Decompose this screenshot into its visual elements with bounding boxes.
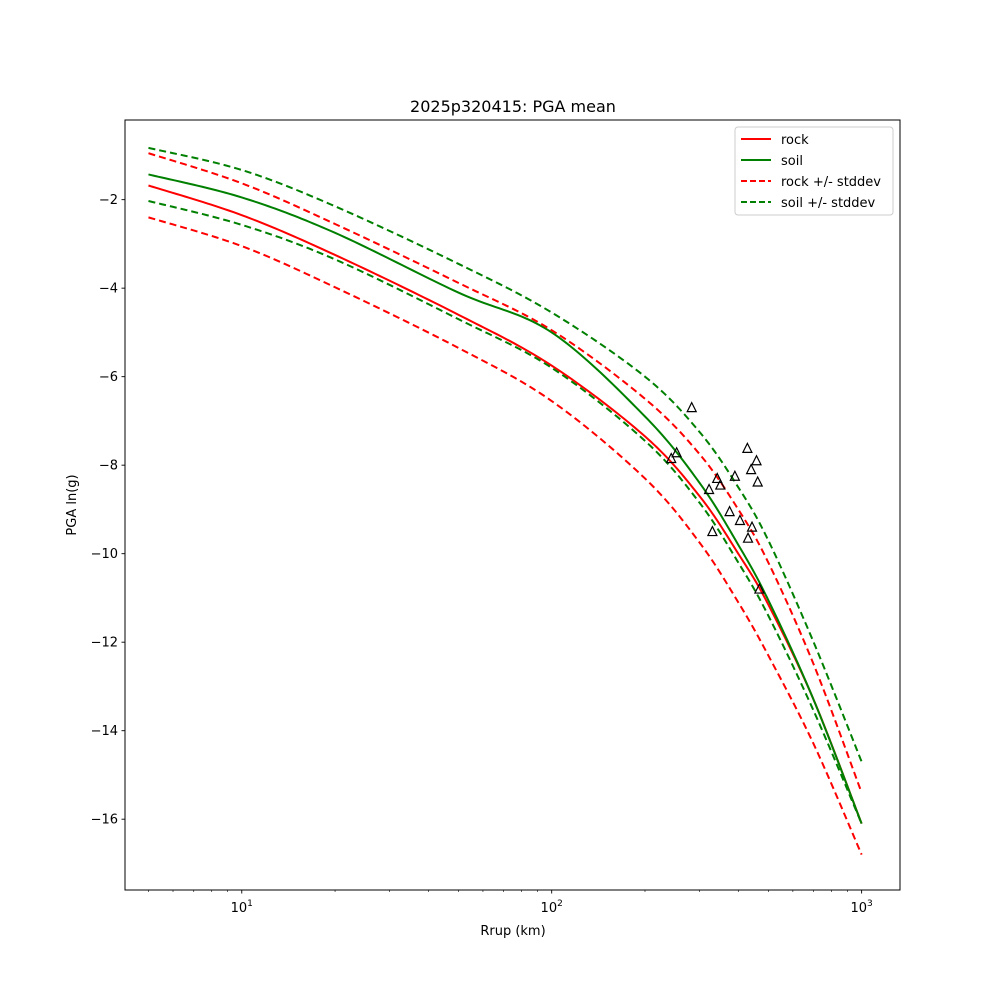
observation-point: [714, 478, 726, 490]
y-tick-label: −16: [91, 813, 118, 828]
x-tick-label: 101: [231, 899, 253, 916]
legend-label-soil-stddev: soil +/- stddev: [781, 196, 876, 211]
x-axis: 101 102 103: [148, 890, 873, 916]
x-tick-label: 103: [850, 899, 872, 916]
observation-point: [746, 520, 758, 532]
observation-point: [724, 505, 736, 517]
observation-points: [665, 401, 765, 594]
y-tick-label: −8: [99, 459, 118, 474]
observation-point: [706, 525, 718, 537]
plot-frame: [124, 119, 901, 891]
observation-point: [742, 531, 754, 543]
observation-point: [686, 401, 698, 413]
series-layer: [148, 146, 863, 855]
legend-label-soil: soil: [781, 154, 803, 169]
series-line-4: [148, 200, 863, 825]
x-axis-label: Rrup (km): [480, 924, 545, 939]
series-line-1: [148, 173, 863, 824]
observation-point: [734, 514, 746, 526]
observation-point: [752, 475, 764, 487]
y-tick-label: −12: [91, 636, 118, 651]
y-tick-label: −2: [99, 193, 118, 208]
legend: rock soil rock +/- stddev soil +/- stdde…: [734, 126, 894, 216]
y-tick-label: −14: [91, 724, 118, 739]
observation-point: [703, 483, 715, 495]
observation-point: [711, 472, 723, 484]
observation-point: [665, 452, 677, 464]
series-line-0: [148, 184, 863, 824]
y-tick-label: −10: [91, 547, 118, 562]
observation-point: [729, 469, 741, 481]
y-tick-label: −6: [99, 370, 118, 385]
x-tick-label: 102: [541, 899, 563, 916]
legend-label-rock-stddev: rock +/- stddev: [781, 175, 881, 190]
legend-label-rock: rock: [781, 133, 809, 148]
series-line-3: [148, 152, 863, 793]
observation-point: [753, 582, 765, 594]
observation-point: [751, 454, 762, 466]
series-line-5: [148, 146, 863, 763]
legend-box: [734, 126, 894, 216]
observation-point: [745, 463, 757, 475]
y-tick-label: −4: [99, 282, 118, 297]
chart-title: 2025p320415: PGA mean: [410, 97, 616, 116]
observation-point: [671, 446, 683, 458]
observation-point: [741, 442, 753, 453]
y-axis: −2 −4 −6 −8 −10 −12 −14 −16: [91, 193, 125, 828]
y-axis-label: PGA ln(g): [65, 474, 80, 535]
series-line-2: [148, 216, 863, 855]
